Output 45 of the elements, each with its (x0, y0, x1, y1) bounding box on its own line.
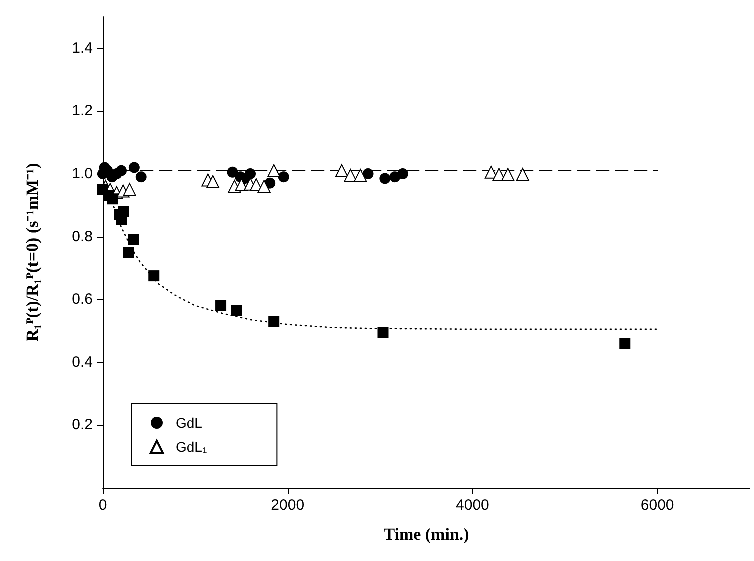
point (245, 168, 256, 180)
point (516, 168, 530, 182)
point (380, 173, 391, 184)
legend-label: GdL (176, 415, 203, 431)
point (484, 166, 498, 179)
point (123, 183, 136, 196)
point (344, 169, 358, 182)
y-tick-label: 0.2 (72, 416, 93, 434)
point (378, 327, 389, 338)
y-tick-label: 1.0 (72, 166, 93, 182)
point (258, 180, 271, 194)
y-tick-label: 0.6 (72, 291, 93, 308)
point (136, 172, 147, 183)
point (116, 165, 127, 176)
point (362, 168, 374, 180)
point (216, 300, 227, 312)
x-axis-title: Time (min.) (384, 525, 470, 544)
point (148, 270, 160, 282)
point (268, 316, 280, 328)
point (354, 169, 368, 182)
point (620, 338, 631, 350)
point (268, 164, 281, 178)
point (128, 234, 139, 246)
point (278, 172, 290, 183)
point (335, 164, 348, 178)
x-tick-label: 6000 (640, 497, 674, 514)
x-tick-label: 4000 (456, 497, 490, 514)
y-axis-title: R₁ᴾ(t)/R₁ᴾ(t=0) (s⁻¹mM⁻¹) (23, 163, 42, 342)
y-tick-label: 0.4 (72, 354, 93, 371)
point (235, 178, 248, 192)
point (206, 175, 220, 188)
legend-label: GdL₁ (176, 439, 208, 455)
point (123, 247, 134, 258)
point (231, 305, 242, 316)
point (128, 162, 140, 174)
point (118, 206, 130, 218)
point (502, 168, 515, 182)
point (397, 168, 408, 180)
y-tick-label: 0.8 (72, 228, 93, 246)
point (107, 194, 118, 205)
y-tick-label: 1.4 (72, 40, 93, 57)
x-tick-label: 0 (98, 497, 108, 514)
point (227, 166, 238, 178)
x-tick-label: 2000 (271, 497, 305, 514)
y-tick-label: 1.2 (72, 102, 93, 120)
